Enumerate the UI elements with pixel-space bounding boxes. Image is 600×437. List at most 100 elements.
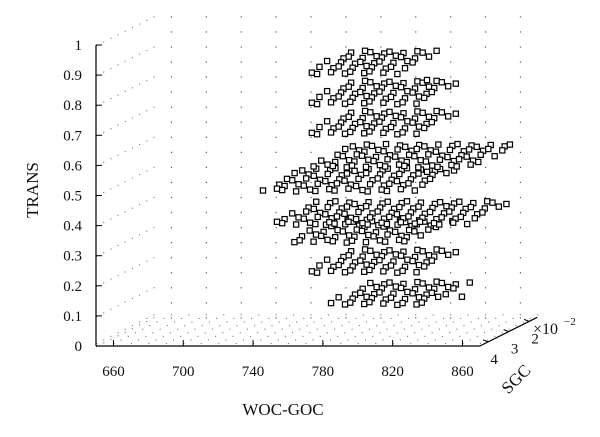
grid-dot	[299, 328, 301, 330]
grid-dot	[205, 314, 207, 316]
grid-dot	[236, 325, 238, 327]
grid-dot	[146, 230, 148, 232]
grid-dot	[380, 314, 382, 316]
data-point	[465, 146, 473, 153]
grid-dot	[309, 332, 311, 334]
grid-dot	[139, 264, 141, 266]
grid-dot	[452, 339, 454, 341]
grid-dot	[310, 302, 312, 304]
grid-dot	[124, 211, 126, 213]
grid-dot	[233, 317, 235, 319]
grid-dot	[345, 196, 347, 199]
grid-dot	[537, 314, 539, 316]
data-point	[347, 68, 354, 75]
grid-dot	[310, 181, 312, 184]
grid-dot	[450, 227, 452, 229]
data-point	[473, 143, 480, 151]
z-multiplier-base: ×10	[533, 321, 558, 338]
data-point	[425, 113, 433, 121]
data-point	[312, 220, 319, 228]
grid-dot	[467, 314, 469, 316]
data-point	[467, 161, 474, 168]
grid-dot	[139, 113, 141, 115]
grid-dot	[450, 314, 452, 316]
z-tick-label: 4	[490, 352, 498, 368]
grid-dot	[240, 227, 242, 229]
grid-dot	[184, 325, 186, 327]
grid-dot	[146, 140, 148, 142]
grid-dot	[146, 49, 148, 52]
grid-dot	[275, 61, 277, 63]
grid-dot	[519, 91, 522, 93]
data-point	[495, 203, 502, 210]
data-point	[343, 239, 350, 246]
data-point	[384, 156, 391, 163]
grid-dot	[519, 287, 522, 289]
grid-dot	[414, 332, 416, 334]
grid-dot	[275, 302, 277, 304]
data-point	[324, 161, 331, 168]
data-point	[366, 98, 373, 105]
tick-labels: 0 0.1 0.2 0.3 0.4 0.5 0.6 0.7 0.8 0.9 1 660 700 740 78…	[63, 38, 539, 380]
grid-dot	[131, 117, 133, 119]
grid-dot	[240, 302, 242, 304]
grid-dot	[170, 227, 173, 229]
data-point	[376, 118, 383, 125]
grid-dot	[450, 181, 452, 184]
grid-dot	[240, 166, 242, 168]
data-point	[345, 218, 352, 226]
grid-dot	[337, 335, 339, 337]
z-axis-multiplier: ×10 −2	[533, 316, 576, 338]
grid-dot	[459, 335, 461, 337]
grid-dot	[205, 136, 207, 138]
grid-dot	[131, 57, 133, 59]
data-point	[345, 83, 352, 90]
data-point	[327, 69, 335, 76]
data-point	[428, 257, 436, 264]
grid-dot	[139, 53, 141, 55]
grid-dot	[275, 227, 277, 229]
data-point	[373, 52, 380, 60]
data-point	[415, 93, 423, 100]
data-point	[316, 123, 323, 131]
grid-dot	[110, 335, 112, 337]
grid-dot	[313, 321, 315, 323]
data-point	[333, 180, 341, 187]
data-point	[335, 63, 342, 70]
data-point	[450, 285, 457, 292]
grid-dot	[103, 282, 105, 284]
grid-dot	[139, 143, 141, 145]
grid-dot	[345, 91, 347, 93]
data-point	[387, 294, 395, 301]
grid-dot	[484, 196, 487, 199]
grid-dot	[319, 335, 321, 337]
grid-dot	[124, 181, 126, 183]
grid-dot	[240, 46, 242, 48]
grid-dot	[131, 325, 133, 327]
grid-dot	[450, 121, 452, 123]
grid-dot	[239, 332, 241, 334]
data-point	[322, 177, 329, 185]
grid-dot	[131, 237, 133, 239]
data-point	[450, 219, 457, 226]
grid-dot	[153, 317, 155, 319]
data-point	[397, 284, 405, 292]
data-point	[373, 283, 380, 291]
data-point	[438, 247, 446, 255]
grid-dot	[345, 136, 347, 138]
axes	[95, 44, 538, 347]
grid-dot	[450, 91, 452, 93]
data-point	[394, 269, 401, 276]
grid-dot	[205, 181, 207, 184]
data-point	[355, 208, 362, 216]
y-tick-label: 0.7	[63, 128, 82, 144]
data-point	[364, 221, 371, 228]
grid-dot	[243, 321, 245, 323]
data-point	[370, 233, 377, 240]
data-point	[392, 283, 400, 290]
data-point	[363, 293, 370, 301]
data-point	[292, 188, 300, 195]
data-point	[361, 69, 368, 77]
data-point	[273, 218, 281, 226]
grid-dot	[205, 151, 207, 153]
